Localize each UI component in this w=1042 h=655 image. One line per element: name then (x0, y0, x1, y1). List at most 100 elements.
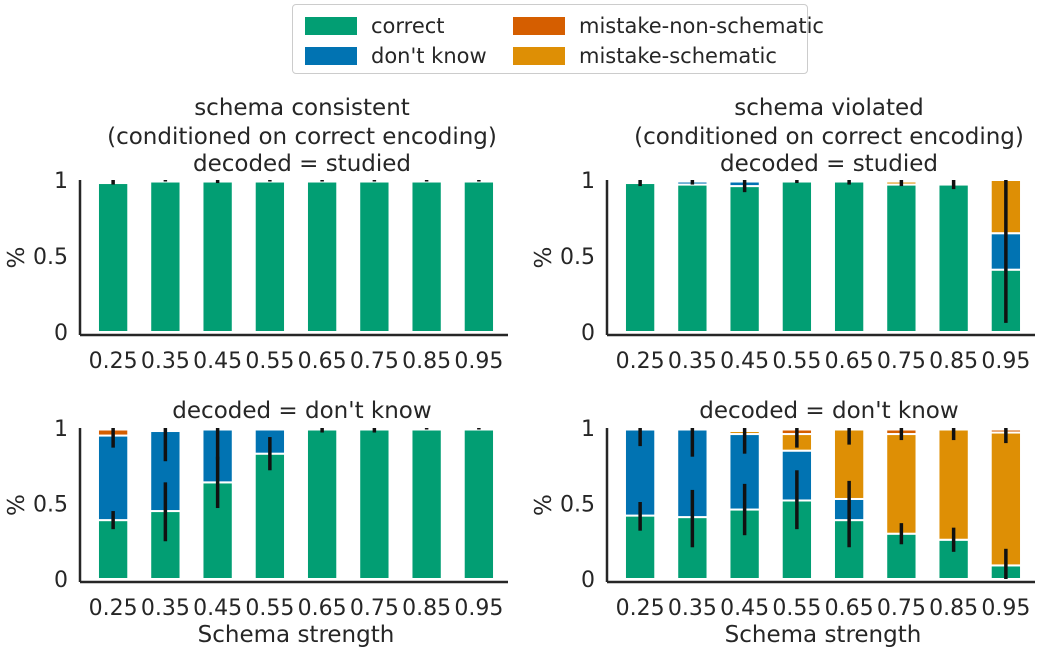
panel-3: decoded = don't know 0.25 0.35 0.45 0.55 0.65… (531, 398, 1035, 648)
x-axis-label: Schema strength (198, 622, 395, 648)
bar-segment-correct (358, 180, 391, 333)
bar-segment-correct (358, 428, 391, 581)
legend-item-dont-know: don't know (305, 43, 487, 69)
y-axis-label: % (531, 494, 557, 516)
bar-segment-correct (832, 180, 866, 333)
legend-label-dont-know: don't know (371, 44, 487, 68)
x-tick-label: 0.65 (825, 349, 874, 374)
x-tick-label: 0.85 (402, 596, 451, 621)
panel-title-line: decoded = don't know (699, 398, 958, 424)
legend-label-mistake-non-schematic: mistake-non-schematic (579, 14, 824, 38)
bar-segment-correct (305, 180, 339, 333)
x-tick-label: 0.95 (454, 349, 503, 374)
bar-segment-correct (253, 180, 287, 333)
x-tick-label: 0.75 (877, 596, 926, 621)
x-tick-label: 0.55 (245, 349, 294, 374)
bar-segment-correct (305, 428, 339, 581)
panel-title-line: (conditioned on correct encoding) (107, 124, 497, 150)
x-tick-label: 0.25 (616, 596, 665, 621)
panel-0: schema consistent (conditioned on correct… (4, 95, 508, 374)
x-tick-label: 0.35 (141, 596, 190, 621)
x-tick-label: 0.25 (616, 349, 665, 374)
panel-2: decoded = don't know 0.25 0.35 0.45 0.55 0.65… (4, 398, 508, 648)
y-tick-label: 0.5 (33, 493, 68, 518)
x-tick-label: 0.25 (89, 596, 138, 621)
bar-segment-mistake-schematic (885, 433, 918, 535)
x-tick-label: 0.95 (981, 596, 1030, 621)
y-tick-label: 0.5 (560, 245, 595, 270)
x-tick-label: 0.75 (350, 349, 399, 374)
x-tick-label: 0.65 (298, 596, 347, 621)
x-tick-label: 0.45 (720, 596, 769, 621)
bar-segment-correct (149, 180, 182, 333)
x-tick-label: 0.95 (981, 349, 1030, 374)
bar-segment-correct (728, 185, 761, 333)
y-tick-label: 1 (54, 417, 68, 442)
legend-item-correct: correct (305, 13, 445, 39)
legend-item-mistake-schematic: mistake-schematic (513, 43, 777, 69)
x-tick-label: 0.55 (772, 596, 821, 621)
panel-title-line: decoded = don't know (172, 398, 431, 424)
bar-segment-correct (96, 182, 130, 333)
bar-segment-correct (780, 180, 814, 333)
legend-swatch-dont-know (305, 47, 357, 65)
legend-label-correct: correct (371, 14, 445, 38)
x-tick-label: 0.55 (245, 596, 294, 621)
x-tick-label: 0.55 (772, 349, 821, 374)
panel-title-line: decoded = studied (720, 151, 938, 177)
x-tick-label: 0.25 (89, 349, 138, 374)
legend-swatch-mistake-schematic (513, 47, 565, 65)
y-tick-label: 0.5 (33, 245, 68, 270)
legend-label-mistake-schematic: mistake-schematic (579, 44, 777, 68)
x-tick-label: 0.35 (141, 349, 190, 374)
panel-title-line: decoded = studied (193, 151, 411, 177)
x-tick-label: 0.45 (193, 596, 242, 621)
legend-swatch-mistake-non-schematic (513, 17, 565, 35)
legend-swatch-correct (305, 17, 357, 35)
bar-segment-mistake-schematic (989, 431, 1023, 567)
bar-segment-correct (410, 180, 443, 333)
panel-title-line: schema consistent (194, 95, 410, 121)
x-tick-label: 0.75 (350, 596, 399, 621)
bar-segment-correct (937, 183, 970, 333)
bar-segment-correct (623, 182, 657, 333)
bar-segment-correct (885, 183, 918, 333)
bar-segment-correct (201, 180, 234, 333)
y-axis-label: % (4, 494, 30, 516)
panel-1: schema violated (conditioned on correct e… (531, 95, 1035, 374)
y-tick-label: 0 (54, 568, 68, 593)
bar-segment-correct (462, 428, 496, 581)
bar-segment-correct (410, 428, 443, 581)
y-tick-label: 1 (581, 417, 595, 442)
panel-title-line: (conditioned on correct encoding) (634, 124, 1024, 150)
x-tick-label: 0.95 (454, 596, 503, 621)
y-tick-label: 0 (581, 568, 595, 593)
bar-segment-don-t-know (96, 434, 130, 522)
y-tick-label: 1 (54, 169, 68, 194)
x-tick-label: 0.65 (298, 349, 347, 374)
y-tick-label: 0.5 (560, 493, 595, 518)
bar-segment-correct (676, 183, 709, 333)
panel-title-line: schema violated (734, 95, 924, 121)
y-axis-label: % (531, 247, 557, 269)
x-tick-label: 0.35 (668, 349, 717, 374)
y-axis-label: % (4, 247, 30, 269)
bar-segment-mistake-schematic (937, 428, 970, 541)
bar-segment-correct (253, 452, 287, 581)
y-tick-label: 1 (581, 169, 595, 194)
x-tick-label: 0.35 (668, 596, 717, 621)
bar-segment-correct (462, 180, 496, 333)
bar-segment-correct (832, 519, 866, 580)
chart-legend: correct mistake-non-schematic don't know… (292, 4, 824, 74)
y-tick-label: 0 (581, 321, 595, 346)
x-tick-label: 0.85 (929, 596, 978, 621)
legend-item-mistake-non-schematic: mistake-non-schematic (513, 13, 824, 39)
x-tick-label: 0.85 (402, 349, 451, 374)
x-tick-label: 0.65 (825, 596, 874, 621)
x-tick-label: 0.45 (193, 349, 242, 374)
y-tick-label: 0 (54, 321, 68, 346)
x-tick-label: 0.85 (929, 349, 978, 374)
x-axis-label: Schema strength (725, 622, 922, 648)
x-tick-label: 0.75 (877, 349, 926, 374)
